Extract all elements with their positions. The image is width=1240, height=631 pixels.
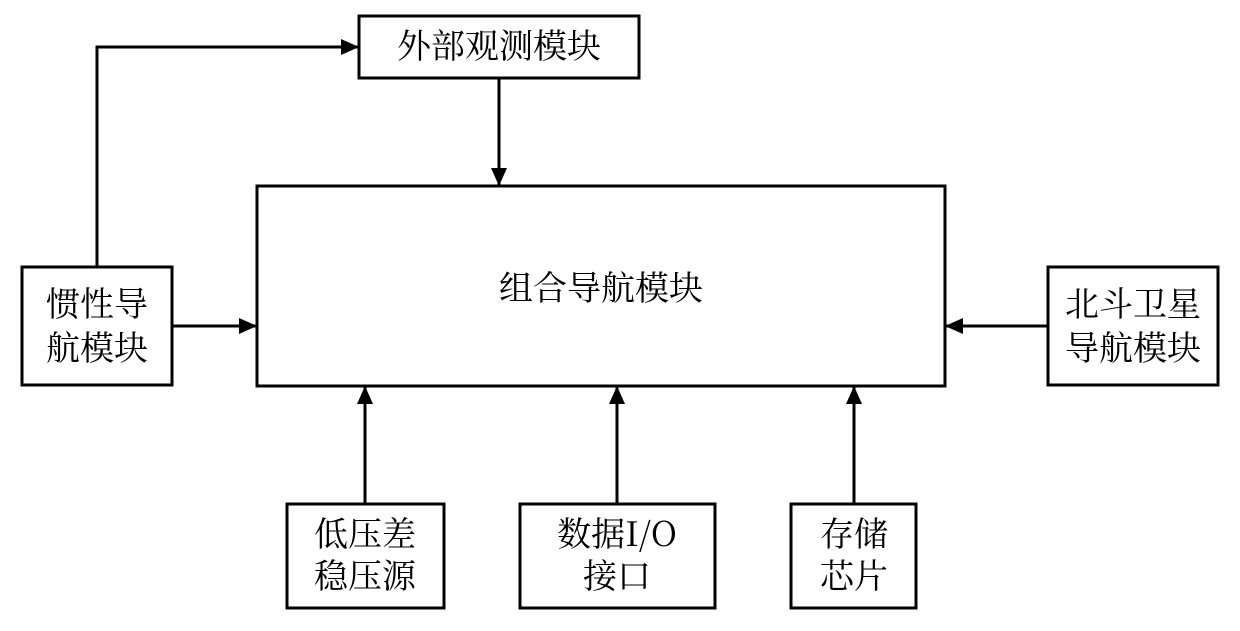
node-storage-label-1: 芯片 [820, 549, 888, 598]
node-ldo-label-1: 稳压源 [314, 549, 417, 598]
node-beidou_nav-label-1: 导航模块 [1065, 321, 1201, 370]
node-inertial_nav: 惯性导航模块 [22, 267, 172, 385]
node-inertial_nav-label-1: 航模块 [46, 321, 148, 370]
node-external_obs-label-0: 外部观测模块 [397, 19, 601, 68]
node-external_obs: 外部观测模块 [359, 16, 639, 78]
node-beidou_nav: 北斗卫星导航模块 [1048, 267, 1218, 385]
node-ldo: 低压差稳压源 [287, 504, 444, 608]
node-storage: 存储芯片 [791, 504, 916, 608]
node-data_io: 数据I/O接口 [520, 504, 715, 608]
node-beidou_nav-label-0: 北斗卫星 [1065, 277, 1201, 326]
node-inertial_nav-label-0: 惯性导 [46, 277, 148, 326]
node-integrated_nav-label-0: 组合导航模块 [499, 261, 703, 310]
node-data_io-label-1: 接口 [583, 549, 651, 598]
node-integrated_nav: 组合导航模块 [257, 186, 945, 386]
